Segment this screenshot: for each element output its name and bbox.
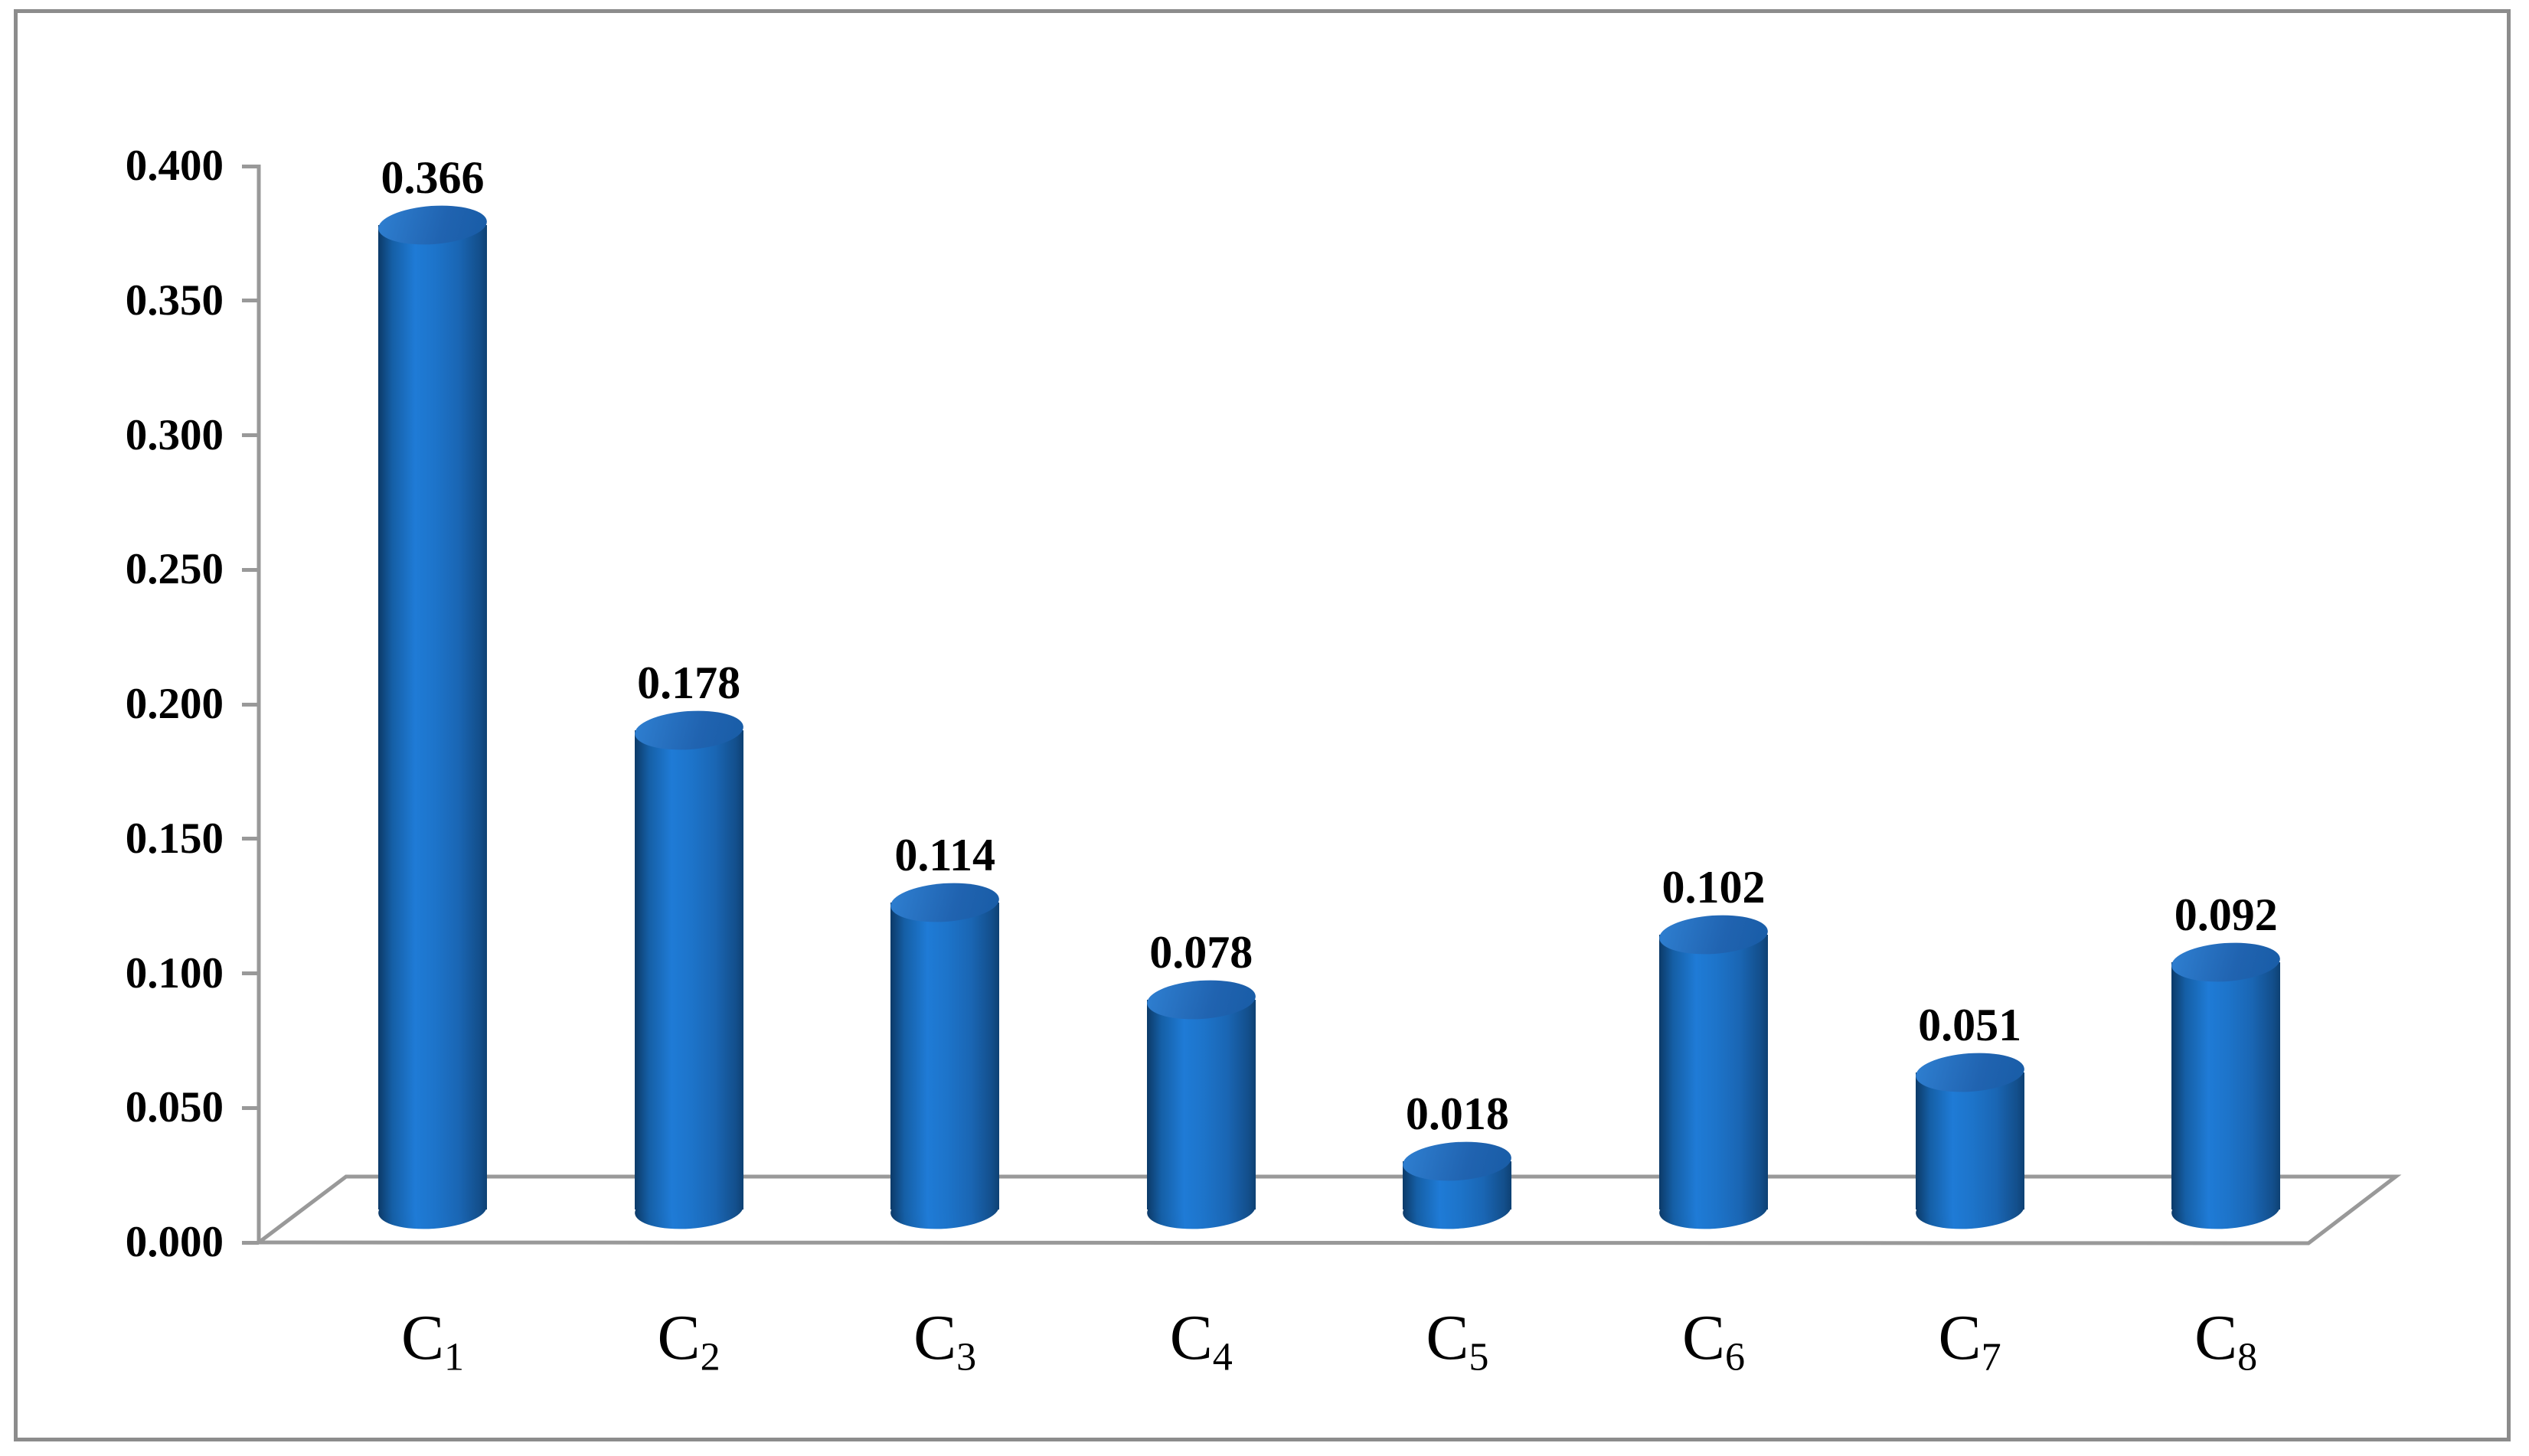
y-tick-label: 0.400 xyxy=(125,142,224,190)
category-label: C6 xyxy=(1583,1296,1844,1380)
y-tick-label: 0.000 xyxy=(125,1218,224,1266)
category-label: C3 xyxy=(815,1296,1075,1380)
bar-value-label: 0.051 xyxy=(1918,999,2022,1050)
floor-parallelogram xyxy=(253,1174,2402,1245)
category-label-subscript: 4 xyxy=(1212,1335,1233,1379)
category-label-base: C xyxy=(1169,1302,1213,1373)
y-tick-mark xyxy=(242,1105,259,1110)
y-tick-mark xyxy=(242,164,259,168)
y-tick-label: 0.100 xyxy=(125,948,224,997)
category-label-subscript: 1 xyxy=(443,1335,465,1379)
bar-value-label: 0.102 xyxy=(1661,862,1766,913)
y-tick-mark xyxy=(242,971,259,975)
category-label: C7 xyxy=(1840,1296,2100,1380)
bar-value-label: 0.078 xyxy=(1149,926,1253,978)
cylinder-body xyxy=(2171,961,2281,1210)
category-label-subscript: 2 xyxy=(700,1335,720,1379)
category-label-subscript: 3 xyxy=(956,1335,977,1379)
y-tick-label: 0.150 xyxy=(125,814,224,863)
category-label: C5 xyxy=(1327,1296,1587,1380)
y-tick-label: 0.300 xyxy=(125,410,224,459)
y-tick-mark xyxy=(242,567,259,572)
category-label-base: C xyxy=(1681,1302,1725,1373)
category-label-base: C xyxy=(913,1302,957,1373)
category-label-base: C xyxy=(1426,1302,1469,1373)
bar-value-label: 0.092 xyxy=(2174,889,2278,940)
category-label-subscript: 6 xyxy=(1724,1335,1746,1379)
bar-value-label: 0.018 xyxy=(1405,1088,1509,1139)
category-label: C1 xyxy=(302,1296,563,1380)
category-label-subscript: 7 xyxy=(1981,1335,2001,1379)
y-tick-label: 0.050 xyxy=(125,1083,224,1132)
cylinder-body xyxy=(890,903,1000,1210)
category-label-base: C xyxy=(400,1302,444,1373)
category-label-base: C xyxy=(2194,1302,2238,1373)
cylinder-body xyxy=(634,730,743,1210)
cylinder-body xyxy=(1915,1072,2024,1210)
y-tick-mark xyxy=(242,299,259,303)
chart-border-frame xyxy=(14,9,2511,1441)
y-tick-mark xyxy=(242,433,259,437)
y-tick-label: 0.350 xyxy=(125,276,224,325)
bar-value-label: 0.114 xyxy=(894,830,996,881)
cylinder-body xyxy=(1659,935,1768,1210)
cylinder-body xyxy=(1146,999,1256,1210)
category-label: C8 xyxy=(2096,1296,2356,1380)
bar-value-label: 0.178 xyxy=(637,658,741,709)
category-label: C2 xyxy=(559,1296,819,1380)
category-label-subscript: 5 xyxy=(1469,1335,1489,1379)
bar-value-label: 0.366 xyxy=(381,152,485,203)
y-tick-mark xyxy=(242,1240,259,1245)
y-tick-label: 0.250 xyxy=(125,545,224,594)
category-label-base: C xyxy=(1938,1302,1982,1373)
y-tick-label: 0.200 xyxy=(125,680,224,728)
y-tick-mark xyxy=(242,837,259,841)
category-label-subscript: 8 xyxy=(2237,1335,2258,1379)
y-tick-mark xyxy=(242,702,259,707)
category-label: C4 xyxy=(1071,1296,1331,1380)
category-label-base: C xyxy=(657,1302,701,1373)
cylinder-body xyxy=(378,224,487,1210)
